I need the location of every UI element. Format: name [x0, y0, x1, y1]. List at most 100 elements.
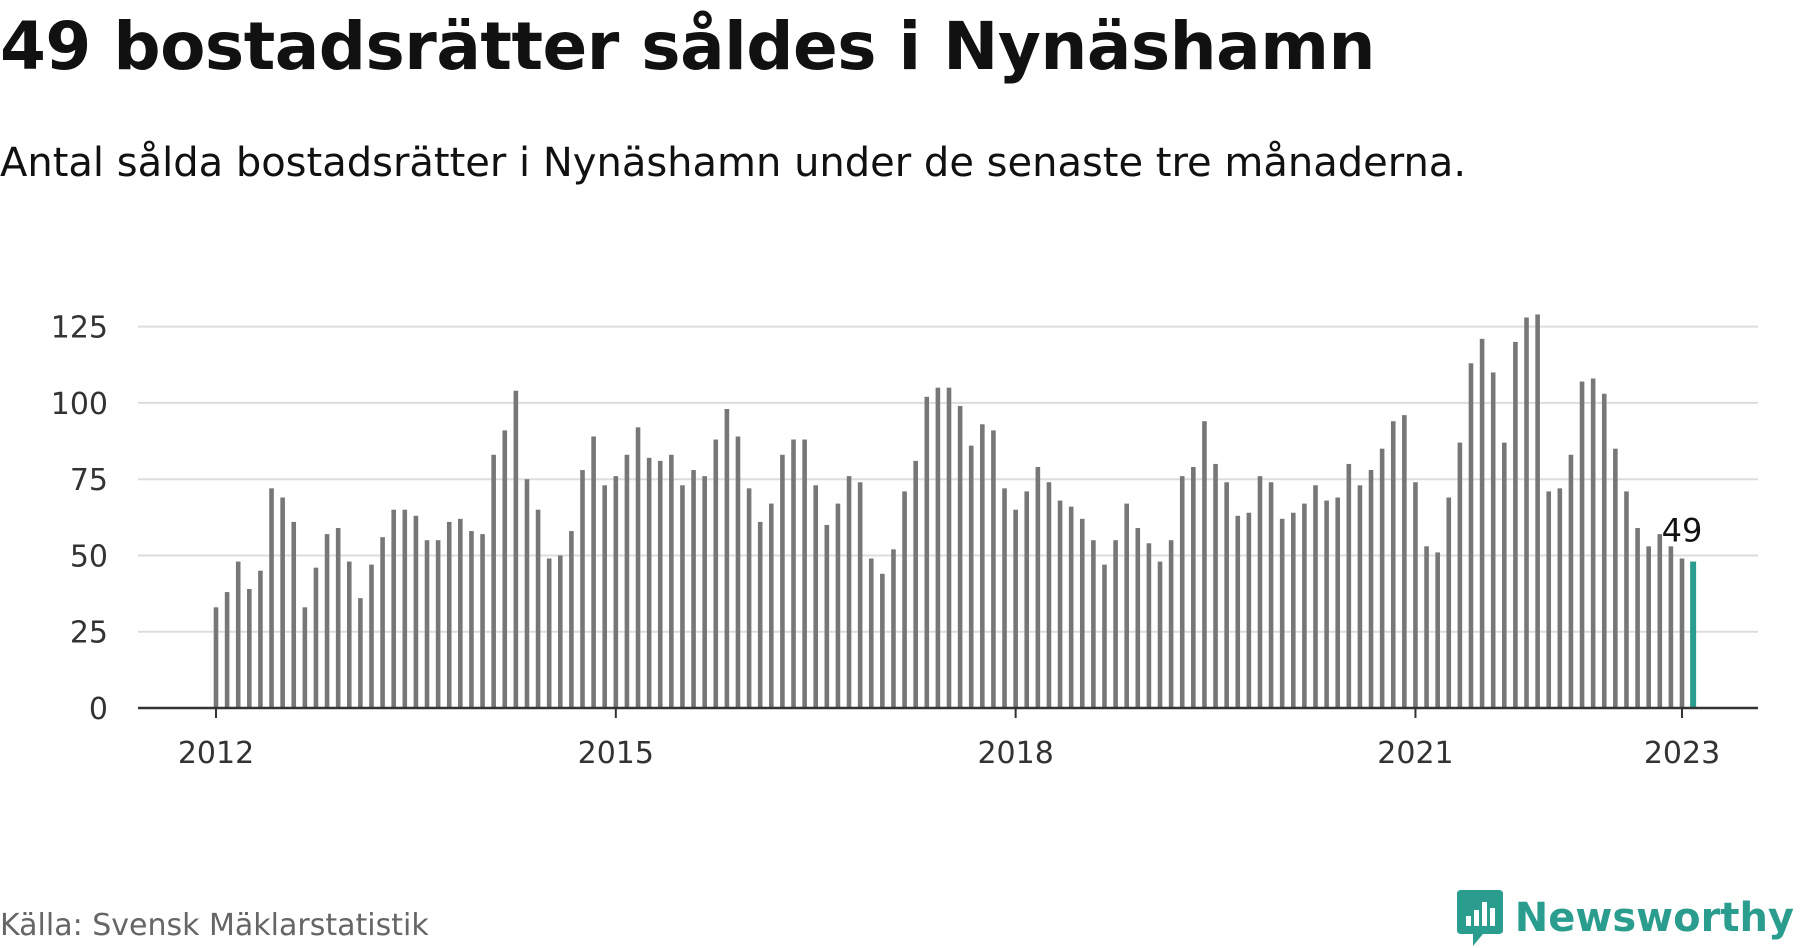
bar	[1379, 448, 1385, 708]
bar	[757, 521, 763, 708]
bar	[1435, 552, 1440, 708]
bar	[780, 454, 785, 708]
bar	[1524, 317, 1529, 708]
bar	[1679, 558, 1685, 708]
bar	[1324, 500, 1329, 708]
bar	[247, 589, 252, 708]
bar	[1390, 421, 1396, 708]
bar	[957, 405, 963, 708]
bar	[258, 570, 263, 708]
bar	[657, 460, 663, 708]
bar	[1590, 378, 1596, 708]
source-note: Källa: Svensk Mäklarstatistik	[0, 908, 429, 943]
bar	[1279, 518, 1285, 708]
bar	[824, 524, 830, 708]
bar	[891, 549, 896, 708]
bar	[724, 409, 730, 708]
bar	[1546, 491, 1552, 708]
bar	[1402, 415, 1407, 708]
bar	[346, 561, 352, 708]
bar	[1313, 485, 1318, 708]
bar	[1424, 546, 1429, 708]
bar	[1502, 442, 1507, 708]
highlight-value-label: 49	[1662, 512, 1703, 550]
bar	[1257, 476, 1263, 708]
bar	[746, 488, 752, 708]
bar	[1579, 381, 1585, 708]
bar	[735, 436, 741, 708]
y-tick-label-75: 75	[70, 463, 108, 498]
bar	[313, 567, 319, 708]
bar	[691, 470, 696, 708]
bar	[213, 607, 219, 708]
bar	[968, 445, 974, 708]
bar	[1124, 503, 1129, 708]
bar	[680, 485, 685, 708]
bar	[269, 488, 274, 708]
bar	[1224, 482, 1229, 708]
bar	[291, 521, 297, 708]
bar	[324, 534, 330, 708]
x-tick-label-2018: 2018	[977, 736, 1053, 771]
bar	[557, 555, 563, 708]
bar	[713, 439, 719, 708]
bar	[446, 521, 452, 708]
bar	[946, 387, 952, 708]
y-tick-label-25: 25	[70, 616, 108, 651]
bar	[1202, 421, 1207, 708]
x-tick-label-2015: 2015	[578, 736, 654, 771]
bar	[1191, 466, 1196, 708]
bar	[569, 531, 574, 708]
bar	[1235, 515, 1241, 708]
bar	[1146, 543, 1152, 708]
bar	[868, 558, 874, 708]
bar	[513, 390, 519, 708]
bar	[1668, 546, 1674, 708]
bar	[835, 503, 841, 708]
bar	[613, 476, 619, 708]
bar	[235, 561, 241, 708]
bar	[1179, 476, 1185, 708]
bar	[702, 476, 707, 708]
bar	[1057, 500, 1063, 708]
y-tick-label-100: 100	[51, 387, 108, 422]
newsworthy-icon	[1456, 890, 1503, 946]
bar	[402, 509, 408, 708]
newsworthy-logo: Newsworthy	[1455, 888, 1794, 948]
bar	[1246, 512, 1252, 708]
bar	[924, 396, 930, 708]
bar	[1657, 534, 1663, 708]
y-tick-label-125: 125	[51, 311, 108, 346]
y-tick-label-50: 50	[70, 539, 108, 574]
bar	[857, 482, 863, 708]
bar	[335, 528, 341, 708]
bar	[1635, 528, 1640, 708]
bar	[1268, 482, 1274, 708]
bar	[1368, 470, 1374, 708]
bar	[1490, 372, 1496, 708]
bar	[1024, 491, 1030, 708]
bar	[646, 457, 652, 708]
y-tick-label-0: 0	[89, 692, 108, 727]
brand-name: Newsworthy	[1514, 895, 1794, 941]
bar	[480, 534, 485, 708]
axes: 0 25 50 75 100 125 2012 2015 2018 2021 2023 49	[51, 311, 1758, 771]
x-tick-label-2023: 2023	[1644, 736, 1720, 771]
bar	[1624, 491, 1629, 708]
bar	[1091, 540, 1096, 708]
bar	[802, 439, 807, 708]
chart-subtitle: Antal sålda bostadsrätter i Nynäshamn un…	[0, 140, 1467, 186]
bar	[413, 515, 419, 708]
bar	[1135, 528, 1141, 708]
bar	[458, 518, 463, 708]
bar	[846, 476, 852, 708]
bar	[1013, 509, 1018, 708]
bar	[224, 592, 230, 708]
bar	[1079, 518, 1085, 708]
bar	[980, 424, 985, 708]
bar	[1413, 482, 1418, 708]
bar	[491, 454, 496, 708]
bar	[813, 485, 819, 708]
bar	[1157, 561, 1163, 708]
